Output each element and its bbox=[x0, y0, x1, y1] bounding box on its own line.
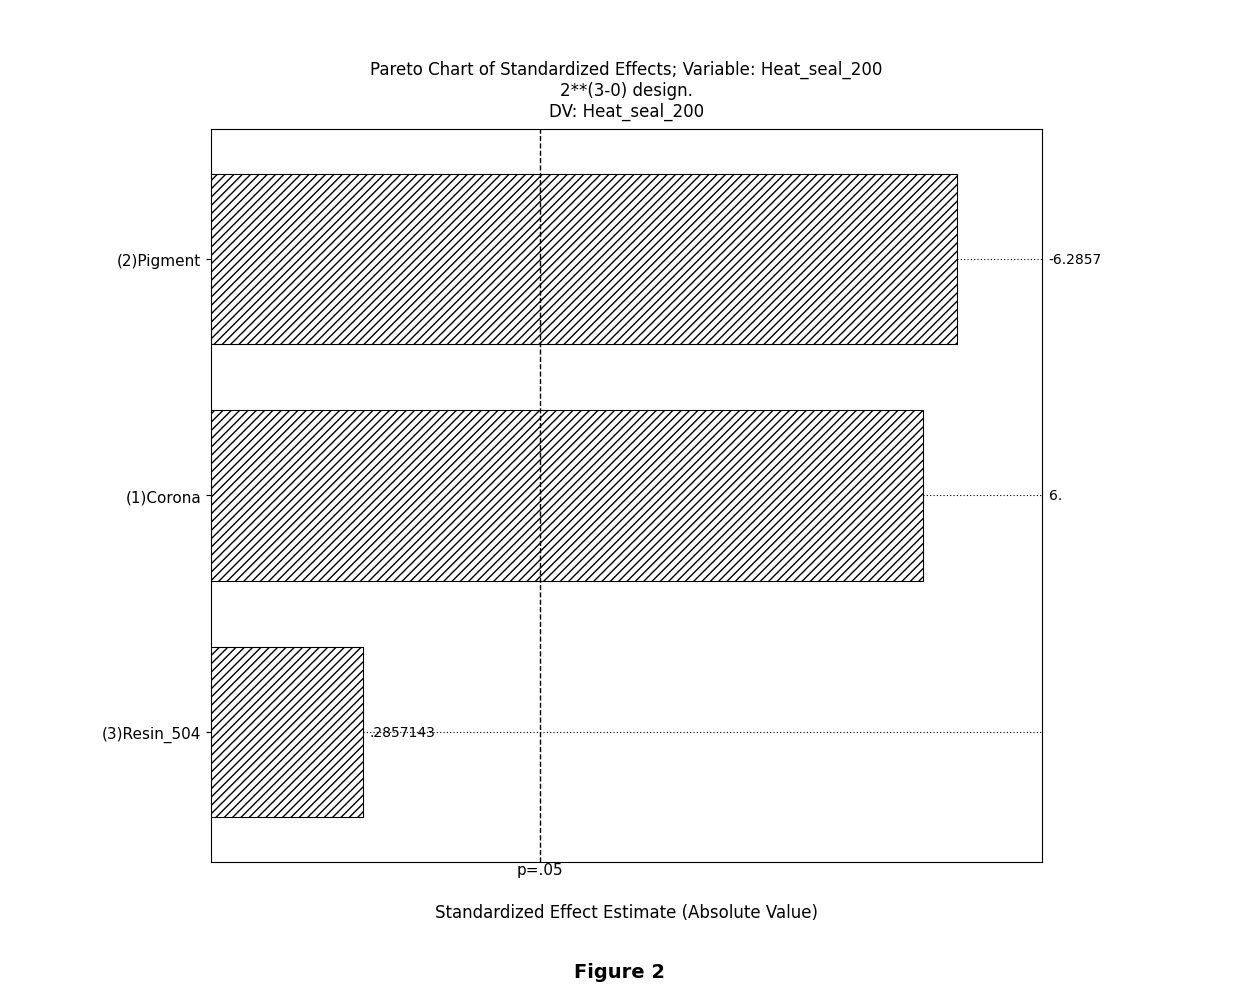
Text: -6.2857: -6.2857 bbox=[1049, 254, 1102, 267]
Text: 6.: 6. bbox=[1049, 489, 1061, 503]
Bar bbox=[211, 411, 923, 581]
X-axis label: Standardized Effect Estimate (Absolute Value): Standardized Effect Estimate (Absolute V… bbox=[435, 904, 817, 921]
Text: Figure 2: Figure 2 bbox=[574, 963, 666, 981]
Text: p=.05: p=.05 bbox=[517, 862, 564, 877]
Title: Pareto Chart of Standardized Effects; Variable: Heat_seal_200
2**(3-0) design.
D: Pareto Chart of Standardized Effects; Va… bbox=[370, 60, 883, 120]
Bar bbox=[211, 647, 363, 817]
Text: .2857143: .2857143 bbox=[370, 725, 435, 738]
Bar bbox=[211, 175, 957, 345]
